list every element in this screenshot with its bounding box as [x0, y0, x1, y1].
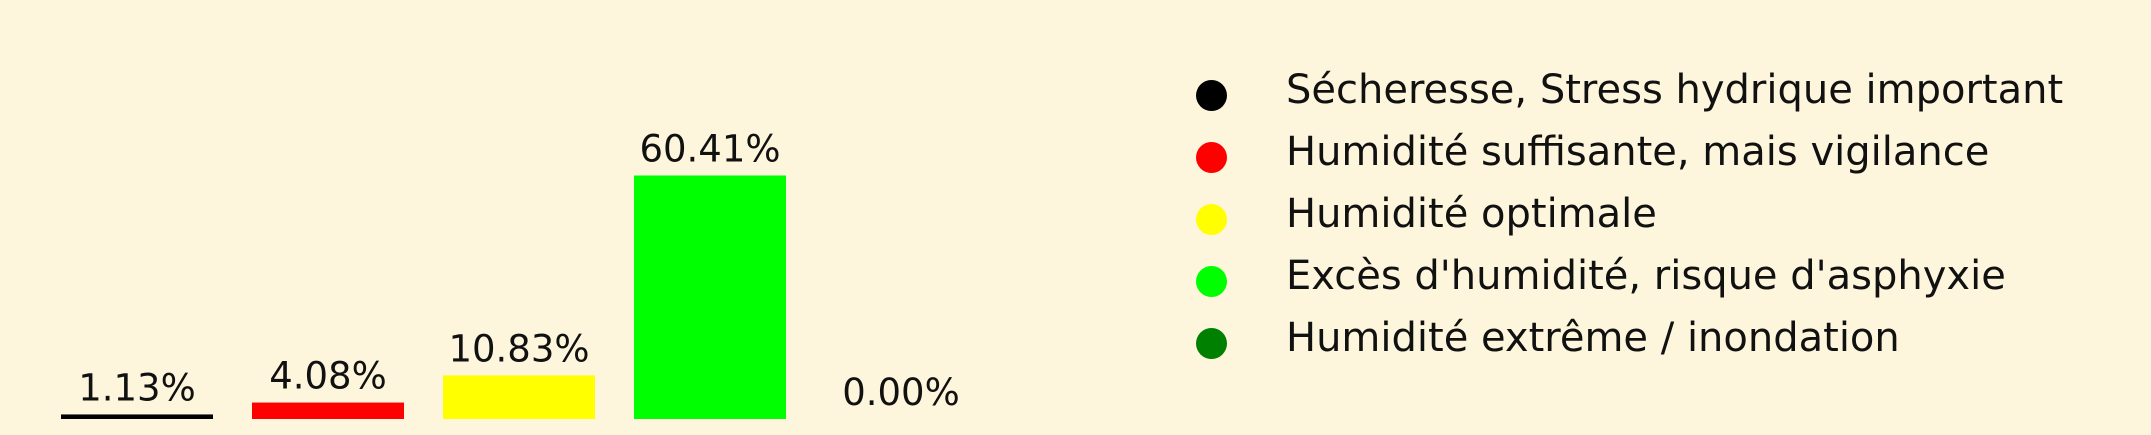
legend-marker-icon: [1196, 80, 1227, 111]
legend-label: Sécheresse, Stress hydrique important: [1286, 67, 2064, 113]
bar-4-value-label: 60.41%: [639, 128, 780, 171]
legend-label: Excès d'humidité, risque d'asphyxie: [1286, 253, 2006, 299]
legend-marker-icon: [1196, 266, 1227, 297]
legend-label: Humidité suffisante, mais vigilance: [1286, 129, 1990, 175]
bar-3: [443, 375, 595, 419]
bar-5-value-label: 0.00%: [842, 371, 960, 414]
bar-2: [252, 402, 404, 419]
bar-2-value-label: 4.08%: [269, 355, 387, 398]
legend-marker-icon: [1196, 204, 1227, 235]
legend-marker-icon: [1196, 142, 1227, 173]
bar-4: [634, 175, 786, 419]
bar-3-value-label: 10.83%: [448, 327, 589, 370]
bar-1-value-label: 1.13%: [78, 366, 196, 409]
legend-label: Humidité extrême / inondation: [1286, 315, 1900, 361]
legend-label: Humidité optimale: [1286, 191, 1657, 237]
bar-1: [61, 414, 213, 419]
legend-marker-icon: [1196, 328, 1227, 359]
